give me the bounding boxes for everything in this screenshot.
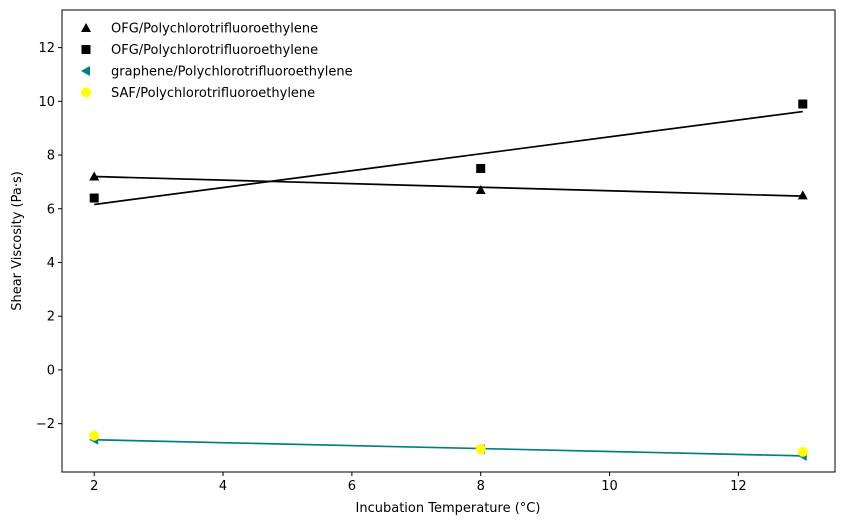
legend-marker-3 [81,87,91,98]
data-point-series-0 [475,184,486,194]
legend-label-3: SAF/Polychlorotrifluoroethylene [111,86,315,101]
data-points [89,99,808,461]
y-tick-label: 10 [38,95,55,110]
y-tick-label: 6 [47,202,55,217]
x-tick-label: 6 [348,479,356,494]
data-point-series-1 [476,163,486,173]
data-point-series-3 [89,430,100,441]
y-tick-label: 8 [47,149,55,164]
data-point-series-3 [797,446,808,457]
x-axis-ticks: 2 4 6 8 10 12 [90,472,747,494]
fit-lines [94,110,803,457]
legend-label-0: OFG/Polychlorotrifluoroethylene [111,22,318,37]
x-tick-label: 10 [601,479,618,494]
legend-marker-0 [81,23,91,32]
legend-marker-2 [81,66,90,76]
x-tick-label: 8 [477,479,485,494]
legend-marker-1 [81,45,91,54]
x-tick-label: 12 [730,479,747,494]
y-tick-label: 0 [47,363,55,378]
data-point-series-1 [89,193,99,203]
plot-frame [61,9,836,473]
fit-line-series-2 [94,438,803,457]
x-axis-label: Incubation Temperature (°C) [356,501,541,516]
legend: OFG/Polychlorotrifluoroethylene OFG/Polyc… [81,22,353,101]
y-tick-label: −2 [36,417,55,432]
data-point-series-1 [798,99,808,109]
fit-line-series-1 [94,110,803,206]
y-axis-ticks: −2 0 2 4 6 8 10 12 [36,41,62,432]
y-tick-label: 2 [47,310,55,325]
y-tick-label: 4 [47,256,55,271]
fit-line-series-0 [94,175,803,197]
y-tick-label: 12 [38,41,55,56]
data-point-series-0 [89,171,100,181]
data-point-series-3 [475,444,486,455]
legend-label-1: OFG/Polychlorotrifluoroethylene [111,43,318,58]
x-tick-label: 4 [219,479,227,494]
data-point-series-0 [797,190,808,200]
y-axis-label: Shear Viscosity (Pa·s) [10,171,25,311]
legend-label-2: graphene/Polychlorotrifluoroethylene [111,65,353,80]
x-tick-label: 2 [90,479,98,494]
